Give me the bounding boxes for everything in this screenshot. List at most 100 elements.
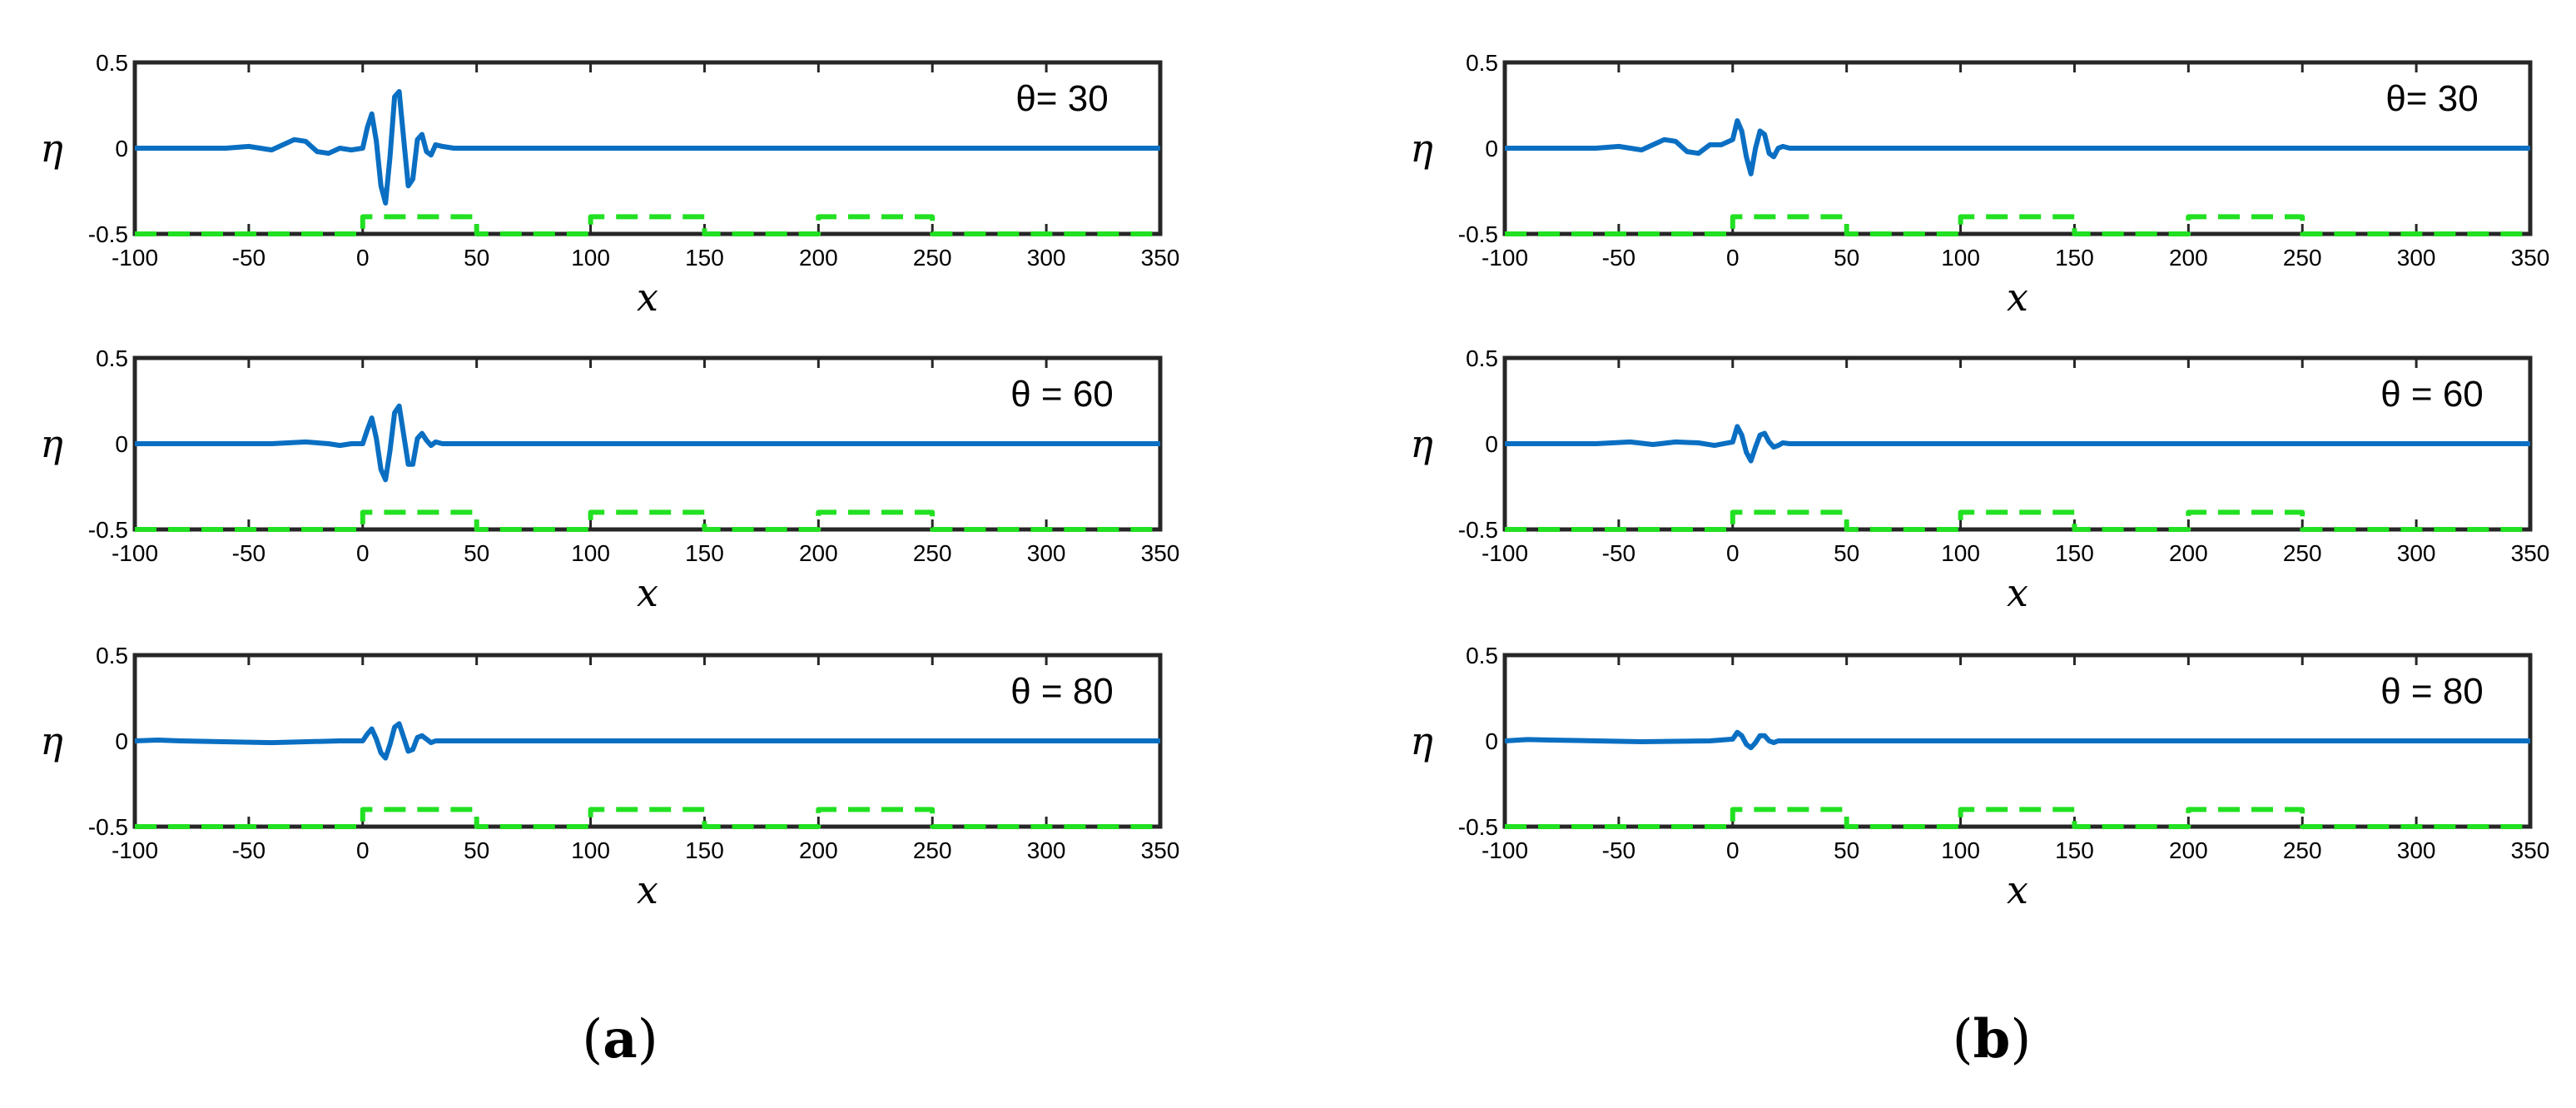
x-tick-label: 50 — [464, 837, 489, 863]
x-tick-label: -50 — [1602, 245, 1635, 271]
y-axis-label: η — [40, 718, 63, 763]
x-tick-label: -100 — [112, 837, 158, 863]
x-tick-label: 100 — [1941, 837, 1980, 863]
x-tick-label: 350 — [2511, 245, 2550, 271]
x-tick-label: 0 — [356, 245, 370, 271]
x-tick-label: 0 — [1726, 540, 1740, 566]
y-tick-label: -0.5 — [88, 814, 128, 840]
panel-label-a-close: ) — [638, 1009, 658, 1071]
x-tick-label: 250 — [913, 540, 952, 566]
y-tick-label: 0 — [115, 431, 128, 457]
y-axis-label: η — [1410, 421, 1433, 466]
y-tick-label: 0.5 — [96, 345, 128, 371]
subplot-b-3: 0.5 0 -0.5-100 -50 0 50 100 150 200 250 300 350 x η θ … — [1410, 643, 2549, 912]
subplot-a-2: 0.5 0 -0.5-100 -50 0 50 100 150 200 250 300 350 x η θ … — [40, 345, 1179, 615]
x-tick-label: 150 — [685, 837, 724, 863]
y-tick-label: -0.5 — [88, 517, 128, 543]
y-axis-label: η — [40, 126, 63, 171]
x-tick-label: 0 — [1726, 837, 1740, 863]
surface-elevation-line — [1505, 118, 2530, 176]
x-tick-label: -100 — [1482, 837, 1528, 863]
subplots: 0.50-0.5-100 -50 0 50 100 150 200 250 300 350xηθ=… — [40, 50, 2549, 912]
theta-annotation: θ = 80 — [1010, 671, 1114, 712]
y-tick-label: 0 — [1485, 431, 1498, 457]
theta-annotation: θ = 60 — [2380, 374, 2484, 415]
x-tick-label: 200 — [799, 245, 838, 271]
step-profile-line — [135, 214, 1160, 236]
theta-annotation: θ = 60 — [1010, 374, 1114, 415]
subplot-b-1: 0.5 0 -0.5-100 -50 0 50 100 150 200 250 300 350 x η θ=… — [1410, 50, 2549, 320]
theta-annotation: θ= 30 — [2385, 78, 2478, 119]
step-profile-line — [1505, 807, 2530, 829]
x-tick-label: 100 — [571, 245, 610, 271]
x-tick-label: 350 — [1141, 245, 1180, 271]
step-profile-line — [1505, 214, 2530, 236]
x-tick-label: 50 — [464, 245, 489, 271]
surface-elevation-line — [135, 403, 1160, 483]
y-tick-label: -0.5 — [1458, 814, 1498, 840]
x-tick-label: 0 — [1726, 245, 1740, 271]
x-tick-label: 300 — [2397, 245, 2436, 271]
x-axis-label: x — [637, 275, 658, 320]
y-axis-label: η — [1410, 718, 1433, 763]
x-tick-label: 200 — [799, 540, 838, 566]
x-tick-label: 150 — [685, 540, 724, 566]
x-tick-label: 50 — [464, 540, 489, 566]
x-tick-label: -50 — [232, 837, 266, 863]
x-tick-label: 250 — [913, 245, 952, 271]
surface-elevation-line — [135, 89, 1160, 206]
x-tick-label: -50 — [232, 540, 266, 566]
x-tick-label: 350 — [1141, 837, 1180, 863]
x-tick-label: 50 — [1834, 540, 1859, 566]
x-tick-label: 150 — [2055, 540, 2094, 566]
y-tick-label: 0 — [1485, 136, 1498, 161]
x-tick-label: 0 — [356, 837, 370, 863]
surface-elevation-line — [1504, 729, 2530, 751]
step-profile-line — [135, 509, 1160, 532]
y-tick-label: 0.5 — [1466, 50, 1498, 76]
x-tick-label: 300 — [1027, 540, 1066, 566]
panel-label-b: (b) — [1953, 1008, 2032, 1071]
x-tick-label: 250 — [913, 837, 952, 863]
x-tick-label: 100 — [1941, 245, 1980, 271]
x-axis-label: x — [637, 570, 658, 615]
x-tick-label: 300 — [2397, 837, 2436, 863]
x-tick-label: 150 — [685, 245, 724, 271]
panel-label-a-open: ( — [582, 1009, 603, 1071]
x-tick-label: 250 — [2283, 245, 2322, 271]
x-tick-label: 300 — [1027, 837, 1066, 863]
x-tick-label: 100 — [571, 540, 610, 566]
x-tick-label: -100 — [112, 245, 158, 271]
y-tick-label: -0.5 — [88, 221, 128, 247]
x-tick-label: -50 — [1602, 837, 1635, 863]
x-tick-label: 350 — [1141, 540, 1180, 566]
x-tick-label: 150 — [2055, 245, 2094, 271]
x-tick-label: 100 — [571, 837, 610, 863]
x-tick-label: 200 — [799, 837, 838, 863]
subplot-a-1: 0.5 0 -0.5-100 -50 0 50 100 150 200 250 300 350 x η θ=… — [40, 50, 1179, 320]
y-tick-label: 0.5 — [96, 643, 128, 668]
y-tick-label: 0.5 — [1466, 643, 1498, 668]
x-tick-label: 300 — [2397, 540, 2436, 566]
surface-elevation-line — [134, 721, 1160, 761]
x-tick-label: 200 — [2169, 245, 2208, 271]
x-axis-label: x — [2007, 275, 2028, 320]
theta-annotation: θ= 30 — [1015, 78, 1108, 119]
panel-label-b-letter: b — [1973, 1008, 2011, 1071]
surface-elevation-line — [1505, 424, 2530, 464]
x-tick-label: -100 — [1482, 540, 1528, 566]
y-axis-label: η — [40, 421, 63, 466]
x-tick-label: 200 — [2169, 540, 2208, 566]
subplot-b-2: 0.5 0 -0.5-100 -50 0 50 100 150 200 250 300 350 x η θ … — [1410, 345, 2549, 615]
y-tick-label: -0.5 — [1458, 221, 1498, 247]
panel-label-a-letter: a — [603, 1008, 637, 1071]
x-tick-label: 50 — [1834, 837, 1859, 863]
x-tick-label: -100 — [112, 540, 158, 566]
y-tick-label: 0.5 — [1466, 345, 1498, 371]
x-tick-label: 250 — [2283, 837, 2322, 863]
x-tick-label: 50 — [1834, 245, 1859, 271]
panel-label-b-open: ( — [1953, 1009, 1973, 1071]
x-tick-label: 250 — [2283, 540, 2322, 566]
y-tick-label: 0.5 — [96, 50, 128, 76]
